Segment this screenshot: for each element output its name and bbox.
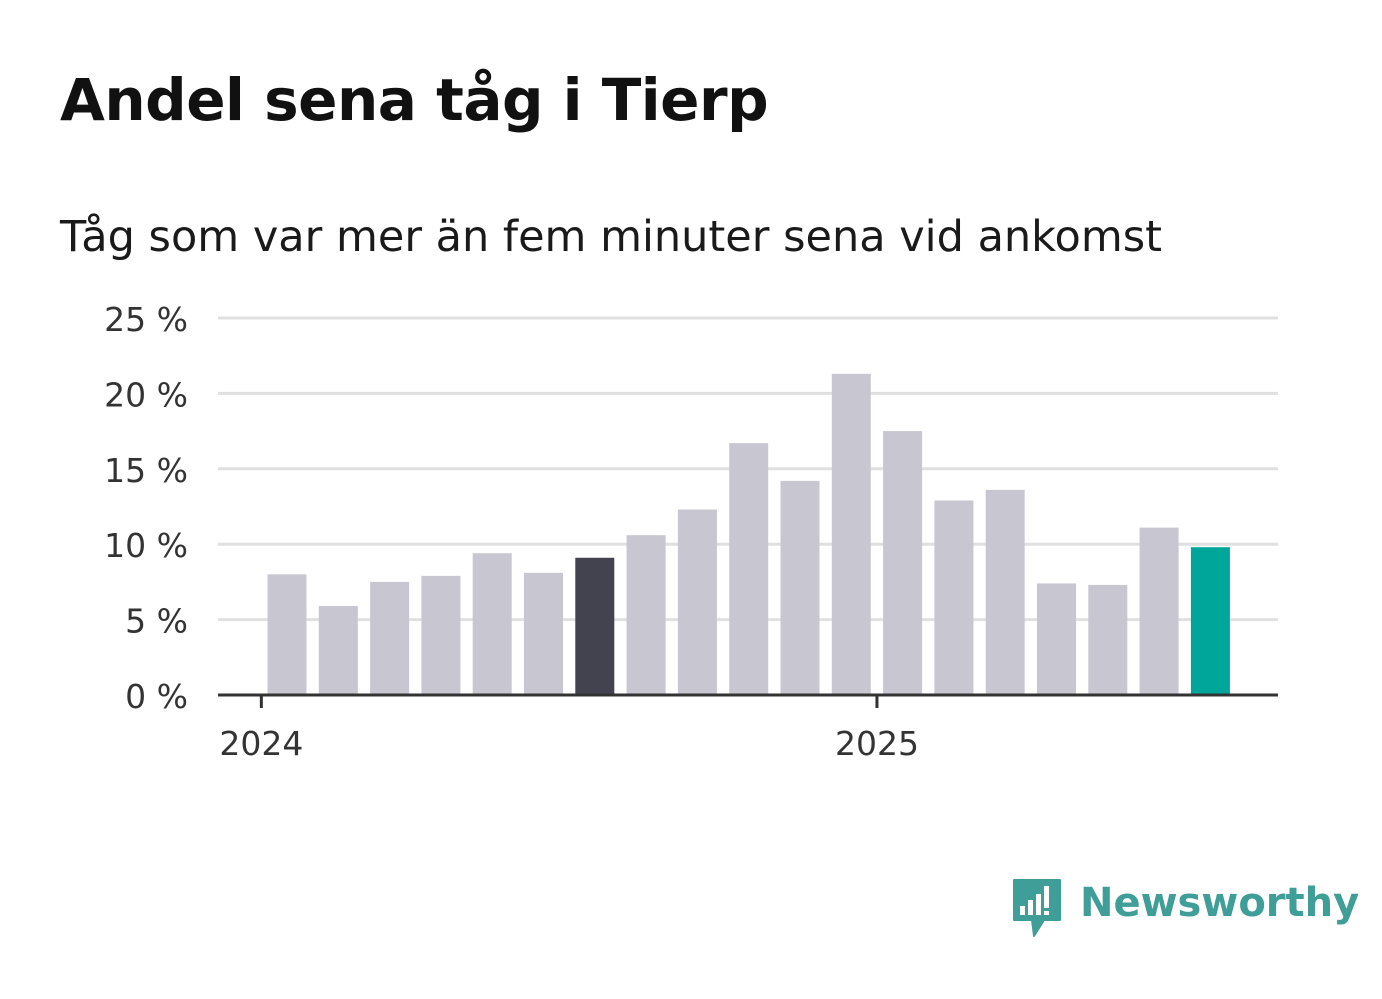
brand-logo: Newsworthy (1010, 876, 1359, 940)
y-tick-label: 25 % (104, 300, 188, 339)
x-axis: 2024 2025 (218, 693, 1278, 763)
y-tick-label: 10 % (104, 526, 188, 565)
x-tick-label: 2024 (219, 724, 303, 763)
bar (1190, 547, 1230, 695)
bar (934, 500, 974, 695)
bar (267, 574, 307, 695)
bar (318, 606, 358, 695)
bar (780, 480, 820, 695)
x-tick-label: 2025 (835, 724, 919, 763)
bar (1088, 584, 1128, 695)
bar (421, 575, 461, 695)
bar (677, 509, 717, 695)
bar (626, 535, 666, 695)
bar (831, 373, 871, 695)
newsworthy-logo-icon (1013, 879, 1061, 937)
y-tick-label: 15 % (104, 451, 188, 490)
bar (524, 572, 563, 695)
bar (575, 557, 615, 695)
bar (1139, 527, 1179, 695)
bar (370, 581, 410, 695)
bar (883, 431, 923, 695)
chart-subtitle: Tåg som var mer än fem minuter sena vid … (60, 212, 1163, 262)
bar (985, 489, 1025, 695)
y-axis-tick-labels: 0 % 5 % 10 % 15 % 20 % 25 % (104, 300, 188, 716)
y-tick-label: 0 % (125, 677, 188, 716)
brand-name: Newsworthy (1080, 880, 1360, 926)
bar (1037, 583, 1076, 695)
bars (267, 373, 1230, 695)
chart-title: Andel sena tåg i Tierp (60, 66, 769, 134)
bar (472, 553, 512, 695)
y-tick-label: 5 % (125, 602, 188, 641)
bar (729, 443, 769, 695)
y-tick-label: 20 % (104, 375, 188, 414)
